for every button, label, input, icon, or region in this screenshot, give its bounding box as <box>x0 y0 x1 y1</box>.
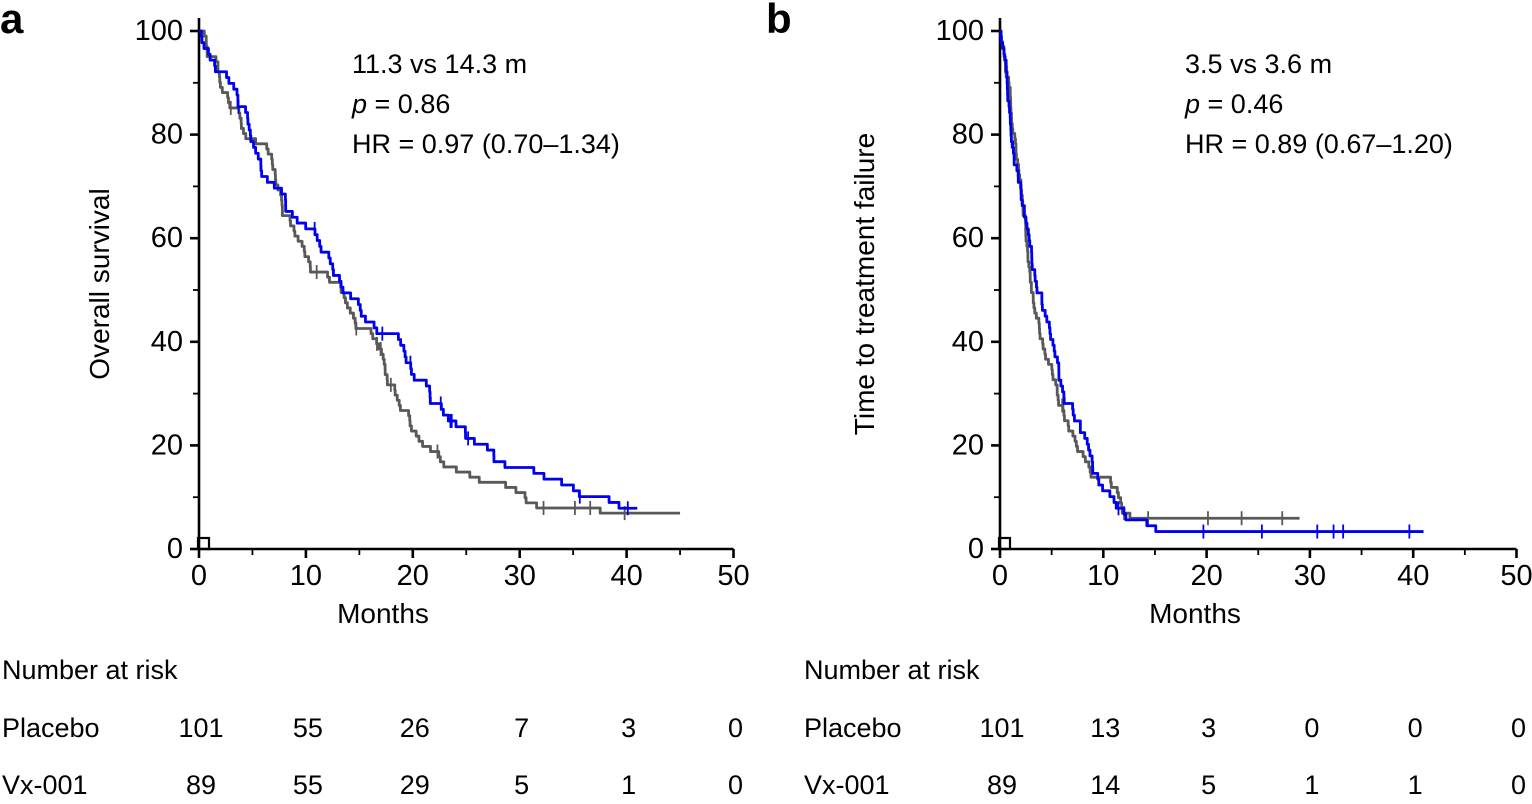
svg-text:80: 80 <box>952 119 984 151</box>
svg-text:20: 20 <box>1190 560 1222 592</box>
svg-text:20: 20 <box>952 429 984 461</box>
svg-text:40: 40 <box>151 326 183 358</box>
svg-text:50: 50 <box>1500 560 1532 592</box>
svg-text:60: 60 <box>952 222 984 254</box>
svg-text:20: 20 <box>397 560 429 592</box>
svg-text:0: 0 <box>191 560 207 592</box>
svg-text:20: 20 <box>151 429 183 461</box>
svg-text:30: 30 <box>504 560 536 592</box>
svg-text:10: 10 <box>290 560 322 592</box>
svg-text:40: 40 <box>610 560 642 592</box>
svg-text:100: 100 <box>135 15 183 47</box>
svg-text:30: 30 <box>1294 560 1326 592</box>
svg-text:60: 60 <box>151 222 183 254</box>
svg-text:0: 0 <box>992 560 1008 592</box>
svg-text:50: 50 <box>717 560 749 592</box>
svg-text:100: 100 <box>936 15 984 47</box>
svg-text:0: 0 <box>968 533 984 565</box>
svg-text:80: 80 <box>151 119 183 151</box>
svg-text:10: 10 <box>1087 560 1119 592</box>
svg-text:40: 40 <box>1397 560 1429 592</box>
svg-text:0: 0 <box>167 533 183 565</box>
svg-text:40: 40 <box>952 326 984 358</box>
